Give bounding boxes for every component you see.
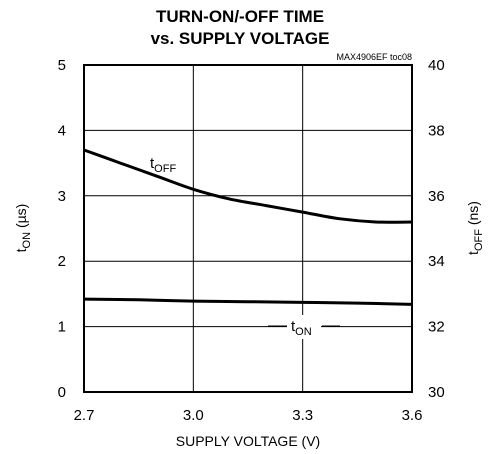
plot-frame: [83, 64, 413, 393]
x-tick-label: 3.0: [183, 407, 204, 424]
x-tick-label: 3.3: [292, 407, 313, 424]
grid-lines: [83, 64, 413, 393]
y-right-label-unit: (ns): [465, 201, 481, 229]
y-right-label-main: t: [465, 251, 481, 255]
x-axis-label: SUPPLY VOLTAGE (V): [176, 433, 320, 449]
y-right-axis-label: tOFF (ns): [465, 201, 485, 255]
y-left-tick-label: 0: [58, 384, 66, 401]
ton-label-sub: ON: [295, 326, 312, 338]
x-tick-label: 2.7: [74, 407, 95, 424]
y-right-tick-label: 40: [428, 57, 445, 74]
y-left-tick-labels: 0 1 2 3 4 5: [58, 57, 66, 401]
series-line-toff: [83, 148, 413, 224]
y-right-tick-label: 34: [428, 253, 445, 270]
chart-title-line-1: TURN-ON/-OFF TIME: [156, 7, 324, 26]
y-left-tick-label: 5: [58, 57, 66, 74]
y-left-label-sub: ON: [21, 232, 33, 249]
chart-title-line-2: vs. SUPPLY VOLTAGE: [151, 29, 330, 48]
y-right-label-sub: OFF: [473, 229, 485, 251]
y-right-tick-label: 38: [428, 122, 445, 139]
y-left-tick-label: 1: [58, 319, 66, 336]
y-left-tick-label: 2: [58, 253, 66, 270]
y-right-tick-label: 32: [428, 319, 445, 336]
toff-label-sub: OFF: [154, 163, 176, 175]
y-left-tick-label: 4: [58, 122, 66, 139]
y-left-label-main: t: [13, 248, 29, 252]
chart-tag: MAX4906EF toc08: [336, 52, 412, 62]
y-right-tick-label: 36: [428, 188, 445, 205]
series-label-toff: tOFF: [150, 155, 176, 175]
y-left-label-unit: (µs): [13, 204, 29, 232]
x-tick-label: 3.6: [402, 407, 423, 424]
y-left-axis-label: tON (µs): [13, 204, 33, 253]
x-tick-labels: 2.7 3.0 3.3 3.6: [74, 407, 423, 424]
series-label-ton: tON: [291, 318, 312, 338]
y-right-tick-labels: 30 32 34 36 38 40: [428, 57, 445, 401]
y-left-tick-label: 3: [58, 188, 66, 205]
ton-label-background: [287, 315, 321, 339]
toff-label-main: t: [150, 155, 155, 172]
series-line-ton: [83, 297, 413, 306]
ton-label-main: t: [291, 318, 296, 335]
y-right-tick-label: 30: [428, 384, 445, 401]
